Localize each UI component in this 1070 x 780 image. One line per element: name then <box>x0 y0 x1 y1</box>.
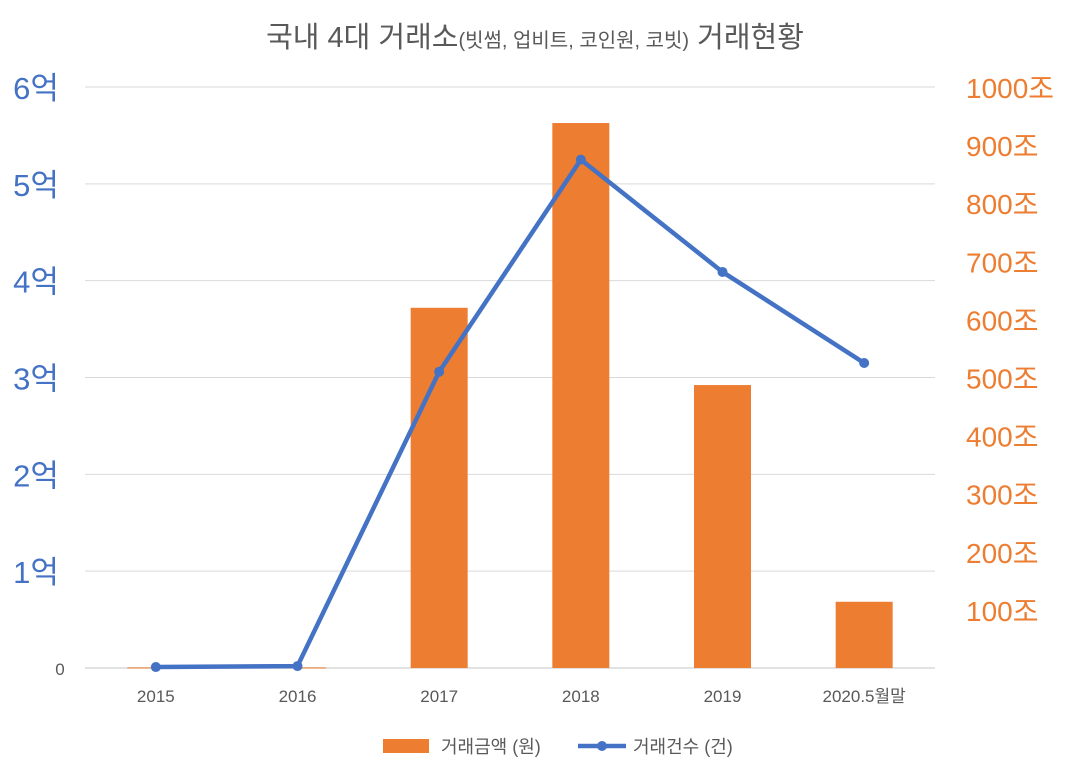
bar-2020.5월말 <box>835 601 893 668</box>
x-tick-label: 2018 <box>562 687 600 706</box>
right-tick-label: 400조 <box>966 422 1038 453</box>
left-tick-label: 0 <box>55 660 64 679</box>
left-tick-label: 5억 <box>13 168 59 203</box>
title-exchanges: (빗썸, 업비트, 코인원, 코빗) <box>458 30 690 52</box>
legend-bar-swatch <box>383 739 429 753</box>
line-point-2019 <box>717 266 728 277</box>
x-tick-label: 2017 <box>420 687 458 706</box>
x-tick-label: 2020.5월말 <box>823 687 907 706</box>
line-point-2016 <box>292 661 303 672</box>
right-tick-label: 300조 <box>966 480 1038 511</box>
chart-title: 국내 4대 거래소(빗썸, 업비트, 코인원, 코빗) 거래현황 <box>0 14 1070 56</box>
legend-line-label: 거래건수 (건) <box>633 737 733 757</box>
right-tick-label: 800조 <box>966 189 1038 220</box>
line-point-2015 <box>150 662 161 673</box>
bar-2018 <box>552 123 610 669</box>
left-tick-label: 1억 <box>13 555 59 590</box>
right-tick-label: 600조 <box>966 305 1038 336</box>
title-suffix: 거래현황 <box>689 22 804 54</box>
line-point-2017 <box>434 366 445 377</box>
bar-2019 <box>694 385 751 668</box>
line-point-2020.5월말 <box>859 357 870 368</box>
x-tick-label: 2016 <box>279 687 317 706</box>
x-tick-label: 2019 <box>704 687 742 706</box>
right-tick-label: 500조 <box>966 364 1038 395</box>
x-tick-label: 2015 <box>137 687 175 706</box>
legend-bar-label: 거래금액 (원) <box>441 737 541 757</box>
bar-2017 <box>410 307 468 668</box>
left-tick-label: 6억 <box>13 71 59 106</box>
line-point-2018 <box>575 154 586 165</box>
right-tick-label: 100조 <box>966 596 1038 627</box>
left-tick-label: 3억 <box>13 362 59 397</box>
right-tick-label: 1000조 <box>966 73 1054 104</box>
line-series <box>155 157 866 670</box>
left-tick-label: 4억 <box>13 265 59 300</box>
title-main: 국내 4대 거래소 <box>266 22 459 54</box>
left-tick-label: 2억 <box>13 458 59 493</box>
legend-line-marker <box>597 741 607 751</box>
right-tick-label: 700조 <box>966 247 1038 278</box>
right-tick-label: 900조 <box>966 131 1038 162</box>
right-tick-label: 200조 <box>966 538 1038 569</box>
